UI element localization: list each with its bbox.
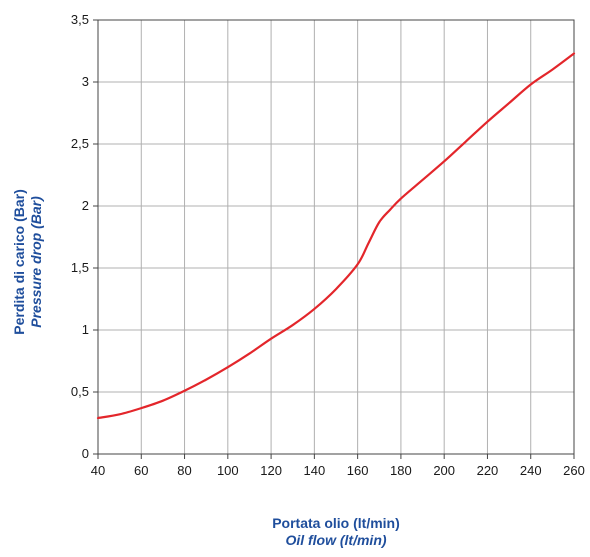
- x-tick-label: 40: [91, 463, 105, 478]
- x-tick-label: 200: [433, 463, 455, 478]
- y-tick-label: 1: [82, 322, 89, 337]
- x-tick-label: 60: [134, 463, 148, 478]
- x-tick-label: 160: [347, 463, 369, 478]
- y-tick-label: 2: [82, 198, 89, 213]
- y-tick-label: 1,5: [71, 260, 89, 275]
- x-tick-label: 180: [390, 463, 412, 478]
- y-tick-label: 3: [82, 74, 89, 89]
- grid: [97, 19, 575, 455]
- x-tick-label: 240: [520, 463, 542, 478]
- x-axis: 40 60 80 100 120 140 160 180 200 220 240 260: [91, 454, 585, 478]
- x-axis-title: Portata olio (lt/min): [272, 515, 400, 531]
- x-tick-label: 100: [217, 463, 239, 478]
- y-tick-label: 3,5: [71, 12, 89, 27]
- x-tick-label: 80: [177, 463, 191, 478]
- y-axis: 0 0,5 1 1,5 2 2,5 3 3,5: [71, 12, 98, 461]
- x-tick-label: 220: [477, 463, 499, 478]
- y-tick-label: 0,5: [71, 384, 89, 399]
- y-tick-label: 2,5: [71, 136, 89, 151]
- x-tick-label: 120: [260, 463, 282, 478]
- series-layer: [96, 52, 576, 420]
- plot-frame: [97, 19, 575, 455]
- y-tick-label: 0: [82, 446, 89, 461]
- series-line: [96, 52, 576, 420]
- x-tick-label: 260: [563, 463, 585, 478]
- y-axis-title-secondary: Pressure drop (Bar): [28, 196, 44, 328]
- x-tick-label: 140: [304, 463, 326, 478]
- y-axis-title: Perdita di carico (Bar): [11, 189, 27, 335]
- x-axis-title-secondary: Oil flow (lt/min): [285, 532, 386, 548]
